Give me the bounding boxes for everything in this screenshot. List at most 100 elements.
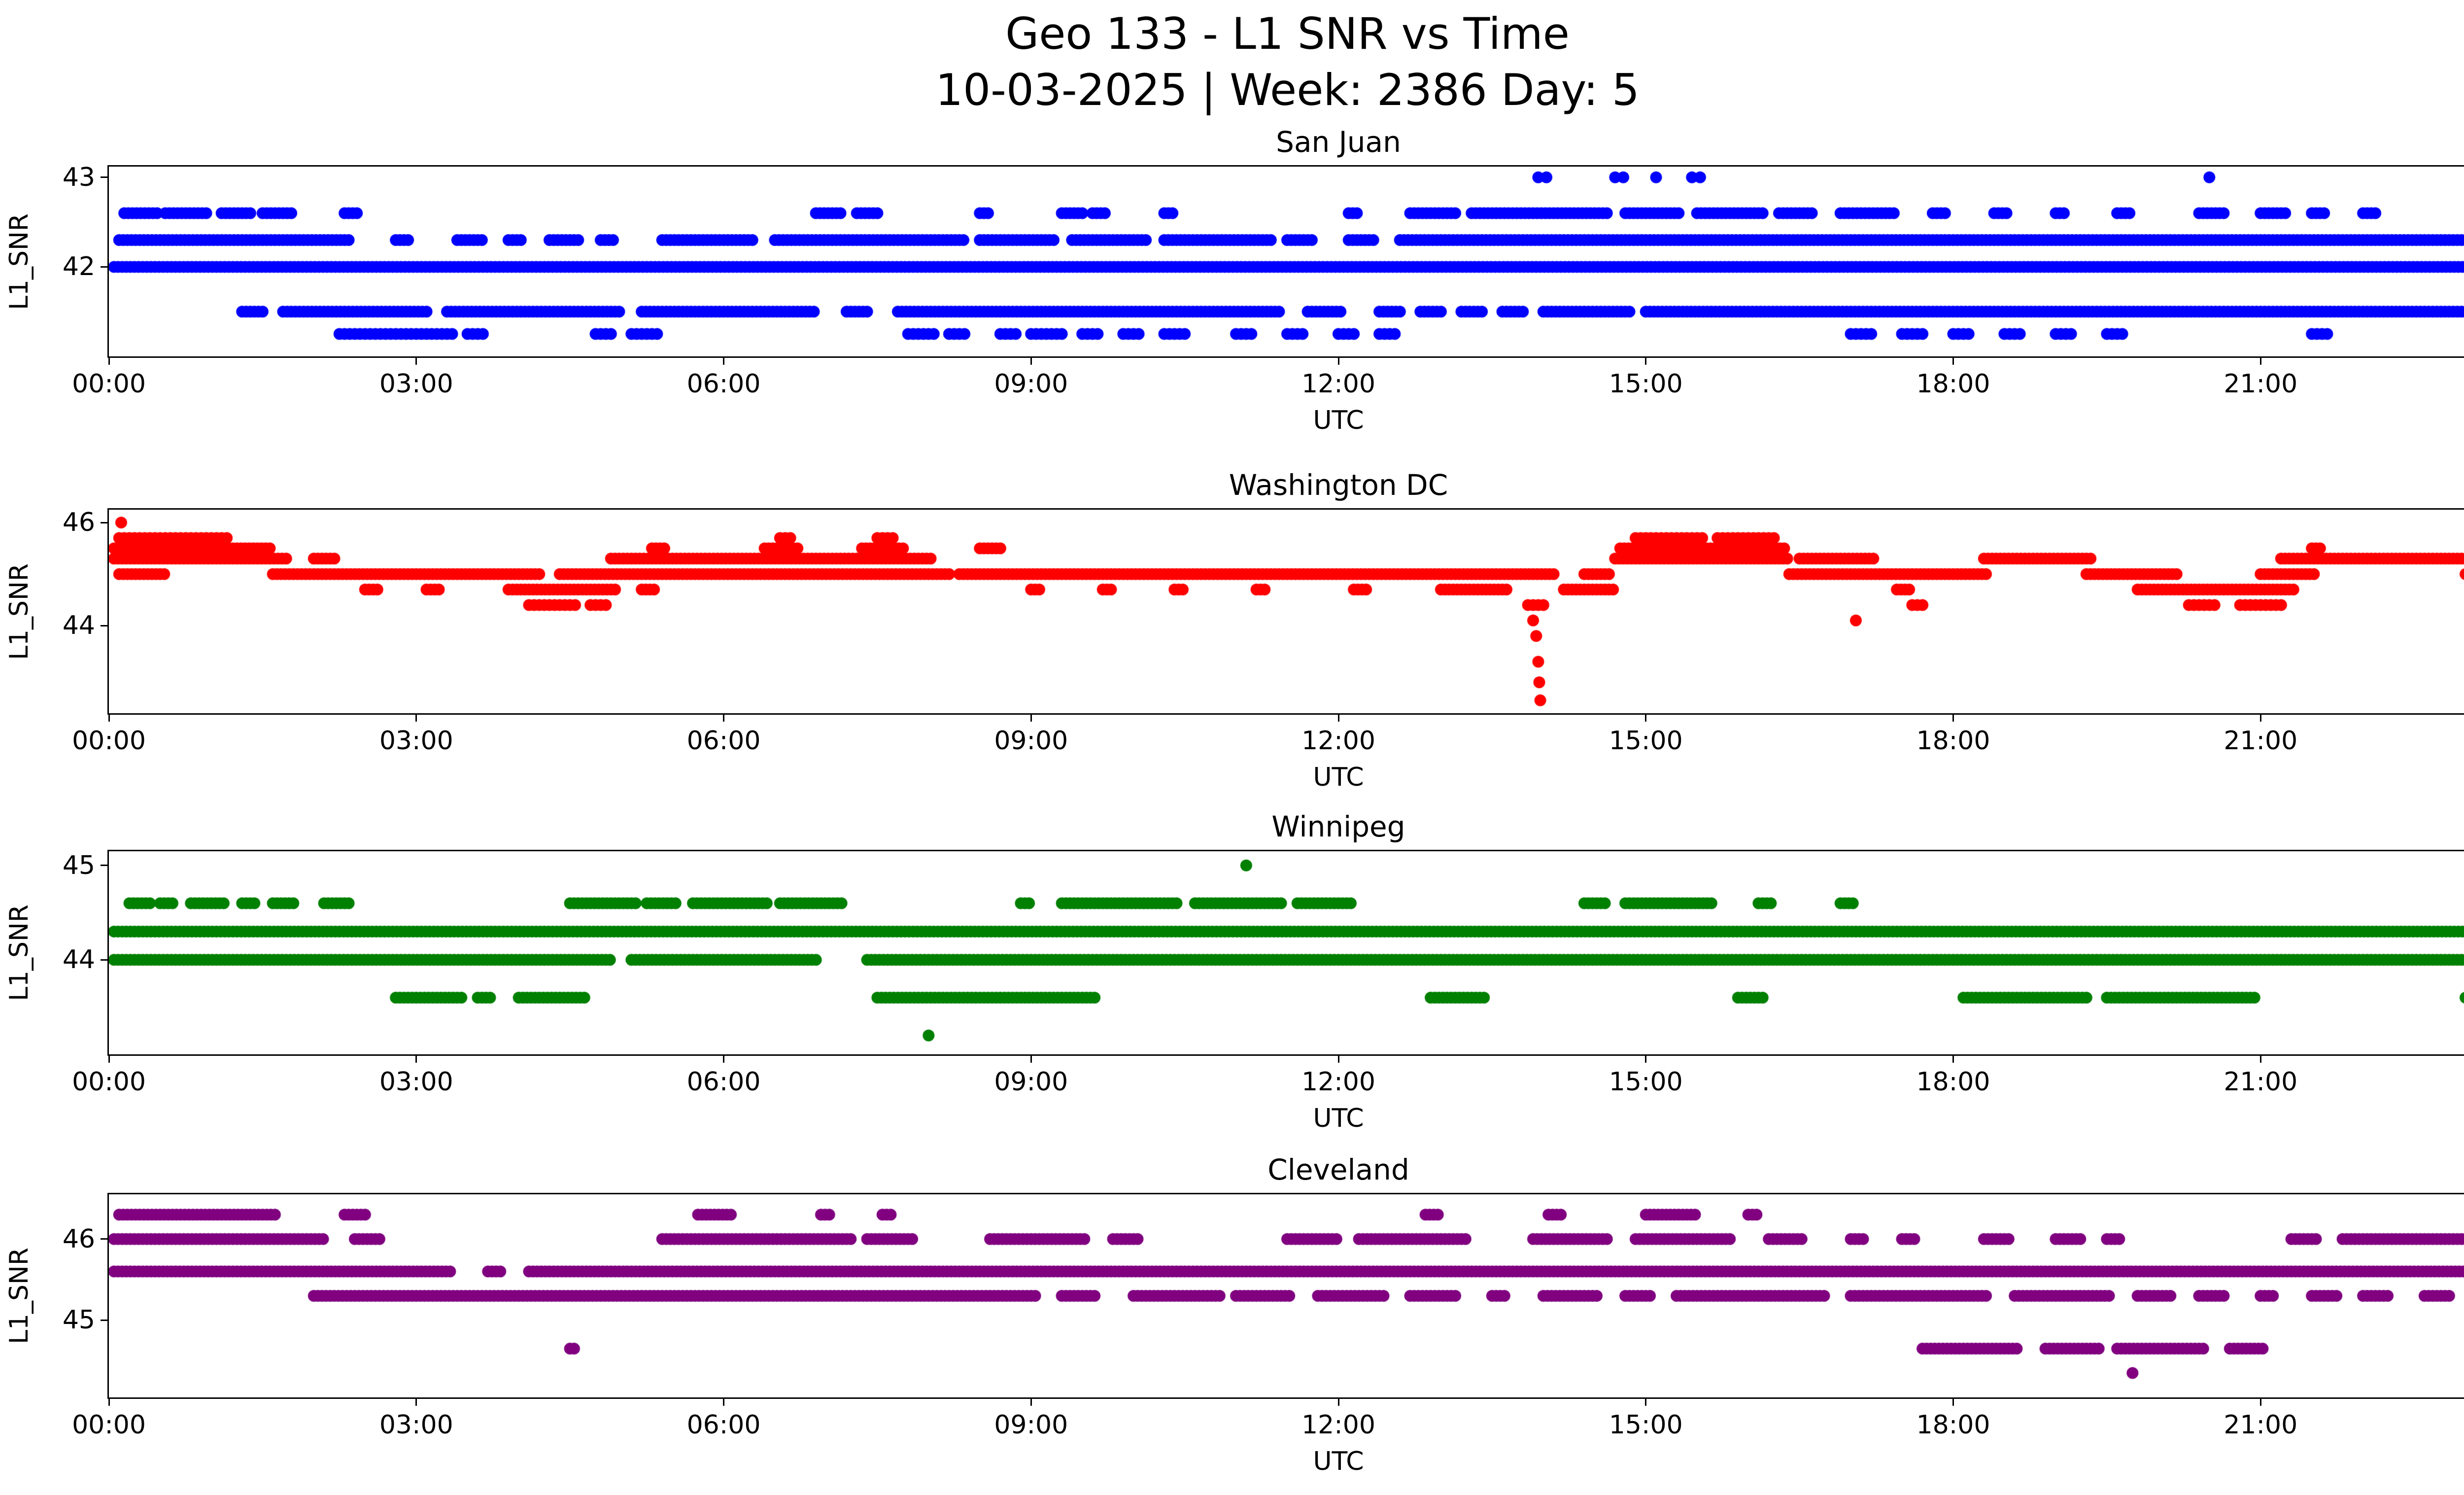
x-tick-mark bbox=[2259, 715, 2261, 722]
x-tick-mark bbox=[1030, 358, 1032, 365]
y-tick-mark bbox=[101, 522, 107, 523]
y-tick-mark bbox=[101, 865, 107, 867]
scatter-canvas-washington-dc bbox=[109, 510, 2464, 713]
x-tick-label: 12:00 bbox=[1301, 1410, 1375, 1440]
x-tick-mark bbox=[108, 715, 110, 722]
x-tick-label: 18:00 bbox=[1916, 1410, 1990, 1440]
x-tick-mark bbox=[723, 1399, 724, 1406]
y-tick-mark bbox=[101, 1238, 107, 1240]
x-tick-label: 15:00 bbox=[1608, 1067, 1683, 1097]
x-tick-label: 09:00 bbox=[994, 726, 1068, 756]
x-tick-label: 09:00 bbox=[994, 369, 1068, 399]
figure-title-line2: 10-03-2025 | Week: 2386 Day: 5 bbox=[935, 65, 1640, 116]
x-tick-label: 15:00 bbox=[1608, 726, 1683, 756]
subplot-title-winnipeg: Winnipeg bbox=[1271, 810, 1405, 843]
x-tick-mark bbox=[108, 1399, 110, 1406]
x-tick-mark bbox=[723, 715, 724, 722]
y-tick-label: 43 bbox=[62, 162, 95, 192]
x-tick-label: 00:00 bbox=[72, 1067, 146, 1097]
y-tick-label: 44 bbox=[62, 611, 95, 641]
y-tick-mark bbox=[101, 625, 107, 626]
x-tick-mark bbox=[1645, 1399, 1647, 1406]
x-tick-label: 06:00 bbox=[686, 726, 761, 756]
x-tick-mark bbox=[1952, 1056, 1954, 1063]
subplot-title-san-juan: San Juan bbox=[1276, 125, 1401, 159]
y-tick-mark bbox=[101, 176, 107, 178]
x-axis-label: UTC bbox=[1313, 1447, 1364, 1476]
x-tick-mark bbox=[108, 1056, 110, 1063]
x-tick-label: 00:00 bbox=[72, 726, 146, 756]
x-tick-mark bbox=[108, 358, 110, 365]
x-tick-label: 12:00 bbox=[1301, 1067, 1375, 1097]
y-tick-label: 42 bbox=[62, 252, 95, 282]
y-tick-mark bbox=[101, 959, 107, 961]
scatter-canvas-cleveland bbox=[109, 1194, 2464, 1397]
x-tick-label: 15:00 bbox=[1608, 1410, 1683, 1440]
figure-title-line1: Geo 133 - L1 SNR vs Time bbox=[1005, 8, 1570, 59]
x-tick-label: 12:00 bbox=[1301, 726, 1375, 756]
subplot-title-washington-dc: Washington DC bbox=[1229, 468, 1448, 502]
y-axis-label: L1_SNR bbox=[4, 904, 34, 1002]
y-tick-label: 44 bbox=[62, 945, 95, 975]
subplot-cleveland: Cleveland L1_SNR UTC 45 46 00:00 03:00 06:00… bbox=[4, 1153, 2464, 1476]
x-tick-label: 18:00 bbox=[1916, 726, 1990, 756]
x-tick-mark bbox=[1645, 358, 1647, 365]
figure-title: Geo 133 - L1 SNR vs Time 10-03-2025 | We… bbox=[0, 6, 2464, 119]
x-tick-label: 06:00 bbox=[686, 1410, 761, 1440]
x-tick-mark bbox=[415, 1399, 417, 1406]
subplot-san-juan: San Juan L1_SNR UTC 42 43 00:00 03:00 06:00 0… bbox=[4, 125, 2464, 435]
x-tick-label: 18:00 bbox=[1916, 1067, 1990, 1097]
x-tick-mark bbox=[723, 358, 724, 365]
x-tick-mark bbox=[1645, 715, 1647, 722]
x-axis-label: UTC bbox=[1313, 1104, 1364, 1133]
subplot-title-cleveland: Cleveland bbox=[1267, 1153, 1409, 1186]
x-tick-mark bbox=[415, 358, 417, 365]
x-tick-label: 06:00 bbox=[686, 1067, 761, 1097]
x-tick-label: 06:00 bbox=[686, 369, 761, 399]
x-tick-label: 03:00 bbox=[379, 369, 453, 399]
x-tick-mark bbox=[1337, 1399, 1339, 1406]
subplot-winnipeg: Winnipeg L1_SNR UTC 44 45 00:00 03:00 06:00 0… bbox=[4, 810, 2464, 1133]
x-tick-mark bbox=[2259, 1056, 2261, 1063]
x-tick-mark bbox=[415, 1056, 417, 1063]
subplot-washington-dc: Washington DC L1_SNR UTC 44 46 00:00 03:00 0… bbox=[4, 468, 2464, 792]
x-tick-mark bbox=[723, 1056, 724, 1063]
x-tick-label: 21:00 bbox=[2224, 1410, 2298, 1440]
y-axis-label: L1_SNR bbox=[4, 1247, 34, 1345]
x-axis-label: UTC bbox=[1313, 406, 1364, 435]
x-tick-mark bbox=[1030, 1056, 1032, 1063]
x-tick-label: 09:00 bbox=[994, 1410, 1068, 1440]
x-tick-mark bbox=[1337, 358, 1339, 365]
x-axis-label: UTC bbox=[1313, 763, 1364, 792]
x-tick-mark bbox=[415, 715, 417, 722]
x-tick-label: 21:00 bbox=[2224, 726, 2298, 756]
x-tick-mark bbox=[1337, 1056, 1339, 1063]
x-tick-label: 03:00 bbox=[379, 726, 453, 756]
x-tick-mark bbox=[1952, 358, 1954, 365]
y-tick-mark bbox=[101, 266, 107, 268]
y-tick-label: 46 bbox=[62, 508, 95, 538]
x-tick-mark bbox=[1952, 1399, 1954, 1406]
y-tick-label: 45 bbox=[62, 850, 95, 880]
y-tick-mark bbox=[101, 1319, 107, 1321]
x-tick-label: 12:00 bbox=[1301, 369, 1375, 399]
x-tick-label: 00:00 bbox=[72, 369, 146, 399]
x-tick-mark bbox=[1030, 715, 1032, 722]
x-tick-label: 21:00 bbox=[2224, 369, 2298, 399]
scatter-canvas-winnipeg bbox=[109, 851, 2464, 1054]
x-tick-label: 09:00 bbox=[994, 1067, 1068, 1097]
y-tick-label: 46 bbox=[62, 1224, 95, 1254]
x-tick-label: 15:00 bbox=[1608, 369, 1683, 399]
x-tick-mark bbox=[1645, 1056, 1647, 1063]
scatter-canvas-san-juan bbox=[109, 167, 2464, 356]
x-tick-label: 21:00 bbox=[2224, 1067, 2298, 1097]
x-tick-label: 00:00 bbox=[72, 1410, 146, 1440]
x-tick-label: 03:00 bbox=[379, 1067, 453, 1097]
x-tick-mark bbox=[2259, 1399, 2261, 1406]
x-tick-label: 03:00 bbox=[379, 1410, 453, 1440]
x-tick-mark bbox=[1030, 1399, 1032, 1406]
y-axis-label: L1_SNR bbox=[4, 213, 34, 310]
x-tick-mark bbox=[2259, 358, 2261, 365]
x-tick-mark bbox=[1337, 715, 1339, 722]
